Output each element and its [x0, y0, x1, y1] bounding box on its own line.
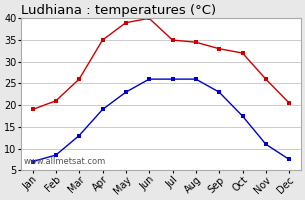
Text: Ludhiana : temperatures (°C): Ludhiana : temperatures (°C) [21, 4, 216, 17]
Text: www.allmetsat.com: www.allmetsat.com [23, 157, 106, 166]
